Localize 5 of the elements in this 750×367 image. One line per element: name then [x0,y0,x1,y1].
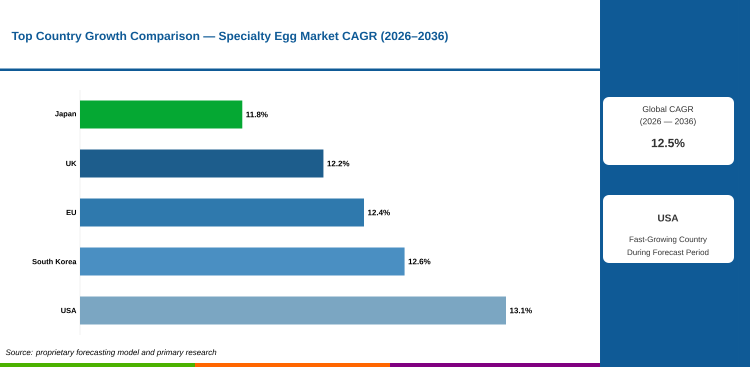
text: (2026 — 2036) [640,118,696,126]
text: USA [658,214,678,222]
text: Global CAGR [642,106,694,112]
chart-title: Top Country Growth Comparison — Specialty Egg Market CAGR (2026–2036) [12,31,448,43]
text: 12.5% [652,138,685,148]
